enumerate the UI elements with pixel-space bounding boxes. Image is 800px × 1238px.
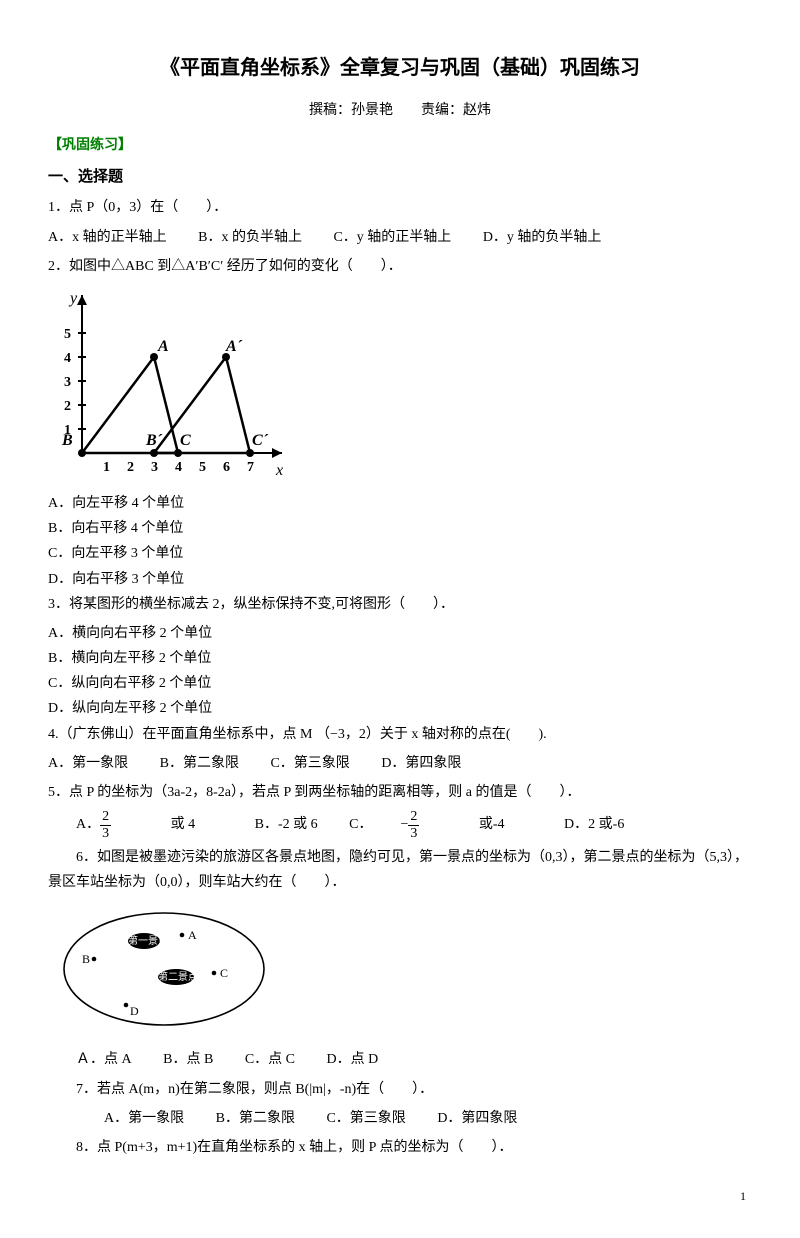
figure-1-coordinate: y x 1 2 3 4 5 1 2 3 4 5 6 7 A A´ B B´ C … <box>54 285 752 485</box>
page-title: 《平面直角坐标系》全章复习与巩固（基础）巩固练习 <box>48 50 752 86</box>
svg-text:1: 1 <box>103 460 110 475</box>
q1-opt-c: C．y 轴的正半轴上 <box>333 230 451 245</box>
question-7-options: A．第一象限 B．第二象限 C．第三象限 D．第四象限 <box>48 1106 752 1131</box>
q4-opt-c: C．第三象限 <box>270 756 349 771</box>
svg-text:4: 4 <box>64 351 71 366</box>
svg-text:B: B <box>61 432 73 449</box>
question-7: 7．若点 A(m，n)在第二象限，则点 B(|m|，-n)在（ ）． <box>48 1077 752 1102</box>
subsection-heading: 一、选择题 <box>48 164 752 191</box>
svg-text:C: C <box>220 966 228 980</box>
q5-opt-b: B．-2 或 6 <box>255 817 318 832</box>
question-1: 1．点 P（0，3）在（ ）． <box>48 195 752 220</box>
svg-text:5: 5 <box>64 327 71 342</box>
svg-text:A´: A´ <box>225 338 243 355</box>
svg-text:2: 2 <box>64 399 71 414</box>
q4-opt-a: A．第一象限 <box>48 756 128 771</box>
svg-text:第二景点: 第二景点 <box>158 970 198 983</box>
svg-text:A: A <box>188 928 197 942</box>
q1-opt-a: A．x 轴的正半轴上 <box>48 230 167 245</box>
svg-text:A: A <box>157 338 169 355</box>
svg-text:5: 5 <box>199 460 206 475</box>
q3-opt-b: B．横向向左平移 2 个单位 <box>48 646 752 671</box>
svg-text:C´: C´ <box>252 432 269 449</box>
page-number: 1 <box>48 1186 752 1208</box>
question-4-options: A．第一象限 B．第二象限 C．第三象限 D．第四象限 <box>48 751 752 776</box>
question-1-options: A．x 轴的正半轴上 B．x 的负半轴上 C．y 轴的正半轴上 D．y 轴的负半… <box>48 225 752 250</box>
svg-text:C: C <box>180 432 191 449</box>
q3-opt-d: D．纵向向左平移 2 个单位 <box>48 696 752 721</box>
svg-text:y: y <box>68 290 78 307</box>
q7-opt-b: B．第二象限 <box>216 1111 295 1126</box>
question-6: 6．如图是被墨迹污染的旅游区各景点地图，隐约可见，第一景点的坐标为（0,3），第… <box>48 845 752 895</box>
q4-opt-b: B．第二象限 <box>160 756 239 771</box>
q3-opt-a: A．横向向右平移 2 个单位 <box>48 621 752 646</box>
q2-opt-d: D．向右平移 3 个单位 <box>48 567 752 592</box>
svg-text:D: D <box>130 1004 139 1018</box>
q3-opt-c: C．纵向向右平移 2 个单位 <box>48 671 752 696</box>
svg-text:3: 3 <box>151 460 158 475</box>
q1-opt-b: B．x 的负半轴上 <box>198 230 302 245</box>
svg-text:B´: B´ <box>145 432 163 449</box>
q1-opt-d: D．y 轴的负半轴上 <box>483 230 602 245</box>
q2-opt-c: C．向左平移 3 个单位 <box>48 541 752 566</box>
svg-text:x: x <box>275 462 283 479</box>
q5-opt-a: A．23 或 4 <box>76 817 223 832</box>
svg-text:6: 6 <box>223 460 230 475</box>
authors-line: 撰稿：孙景艳 责编：赵炜 <box>48 98 752 123</box>
question-8: 8．点 P(m+3，m+1)在直角坐标系的 x 轴上，则 P 点的坐标为（ ）． <box>48 1135 752 1160</box>
question-4: 4.（广东佛山）在平面直角坐标系中，点 M （−3，2）关于 x 轴对称的点在(… <box>48 722 752 747</box>
question-3: 3．将某图形的横坐标减去 2，纵坐标保持不变,可将图形（ ）． <box>48 592 752 617</box>
q6-opt-b: B．点 B <box>163 1052 213 1067</box>
question-5: 5．点 P 的坐标为（3a-2，8-2a），若点 P 到两坐标轴的距离相等，则 … <box>48 780 752 805</box>
q5-opt-c: C．−23 或-4 <box>349 817 532 832</box>
section-label: 【巩固练习】 <box>48 133 752 158</box>
q6-opt-c: C．点 C <box>245 1052 295 1067</box>
q6-opt-a: Ａ．点 A <box>76 1052 132 1067</box>
svg-text:2: 2 <box>127 460 134 475</box>
svg-text:B: B <box>82 952 90 966</box>
q2-opt-b: B．向右平移 4 个单位 <box>48 516 752 541</box>
q2-opt-a: A．向左平移 4 个单位 <box>48 491 752 516</box>
figure-2-map: A B C D 第一景点 第二景点 <box>54 901 752 1041</box>
svg-text:7: 7 <box>247 460 254 475</box>
svg-text:4: 4 <box>175 460 182 475</box>
question-5-options: A．23 或 4 B．-2 或 6 C．−23 或-4 D．2 或-6 <box>48 809 752 841</box>
q7-opt-c: C．第三象限 <box>326 1111 405 1126</box>
question-6-options: Ａ．点 A B．点 B C．点 C D．点 D <box>48 1047 752 1072</box>
q6-opt-d: D．点 D <box>327 1052 379 1067</box>
q5-opt-d: D．2 或-6 <box>564 817 624 832</box>
svg-text:第一景点: 第一景点 <box>128 934 168 947</box>
q4-opt-d: D．第四象限 <box>381 756 461 771</box>
svg-text:3: 3 <box>64 375 71 390</box>
q7-opt-a: A．第一象限 <box>104 1111 184 1126</box>
question-2: 2．如图中△ABC 到△A′B′C′ 经历了如何的变化（ ）． <box>48 254 752 279</box>
q7-opt-d: D．第四象限 <box>437 1111 517 1126</box>
